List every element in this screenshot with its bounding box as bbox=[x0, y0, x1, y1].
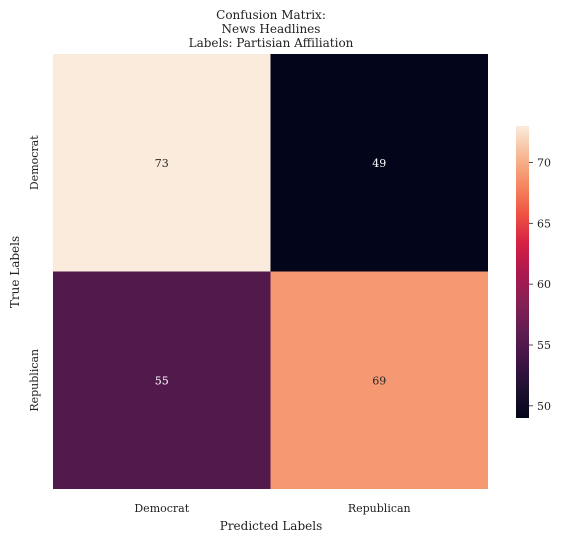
cell-value-label: 69 bbox=[372, 374, 386, 387]
chart-title-line-1: Confusion Matrix: bbox=[216, 8, 326, 22]
cell-value-label: 73 bbox=[155, 157, 169, 170]
colorbar-tick-label: 70 bbox=[537, 157, 551, 170]
x-tick-label: Democrat bbox=[134, 502, 189, 515]
colorbar-tick-label: 55 bbox=[537, 339, 551, 352]
y-tick-label: Republican bbox=[28, 349, 41, 412]
colorbar-tick-label: 60 bbox=[537, 278, 551, 291]
y-axis-label: True Labels bbox=[8, 236, 22, 308]
heatmap-cell-republican-democrat bbox=[53, 271, 271, 489]
y-tick-label: Democrat bbox=[28, 135, 41, 190]
x-tick-labels: Democrat Republican bbox=[134, 502, 410, 515]
heatmap-cell-republican-republican bbox=[270, 271, 488, 489]
colorbar-ticks: 50 55 60 65 70 bbox=[529, 157, 551, 413]
x-tick-label: Republican bbox=[348, 502, 411, 515]
chart-title-line-2: News Headlines bbox=[222, 22, 321, 36]
colorbar bbox=[516, 126, 529, 418]
y-tick-labels: Democrat Republican bbox=[28, 135, 41, 412]
heatmap-cell-labels: 73 49 55 69 bbox=[155, 157, 387, 388]
x-axis-label: Predicted Labels bbox=[220, 519, 322, 533]
chart-title-line-3: Labels: Partisian Affiliation bbox=[189, 36, 354, 50]
heatmap-cells bbox=[53, 54, 488, 489]
cell-value-label: 49 bbox=[372, 157, 386, 170]
heatmap-cell-democrat-republican bbox=[270, 54, 488, 272]
colorbar-tick-label: 65 bbox=[537, 217, 551, 230]
cell-value-label: 55 bbox=[155, 374, 169, 387]
colorbar-tick-label: 50 bbox=[537, 400, 551, 413]
heatmap-cell-democrat-democrat bbox=[53, 54, 271, 272]
